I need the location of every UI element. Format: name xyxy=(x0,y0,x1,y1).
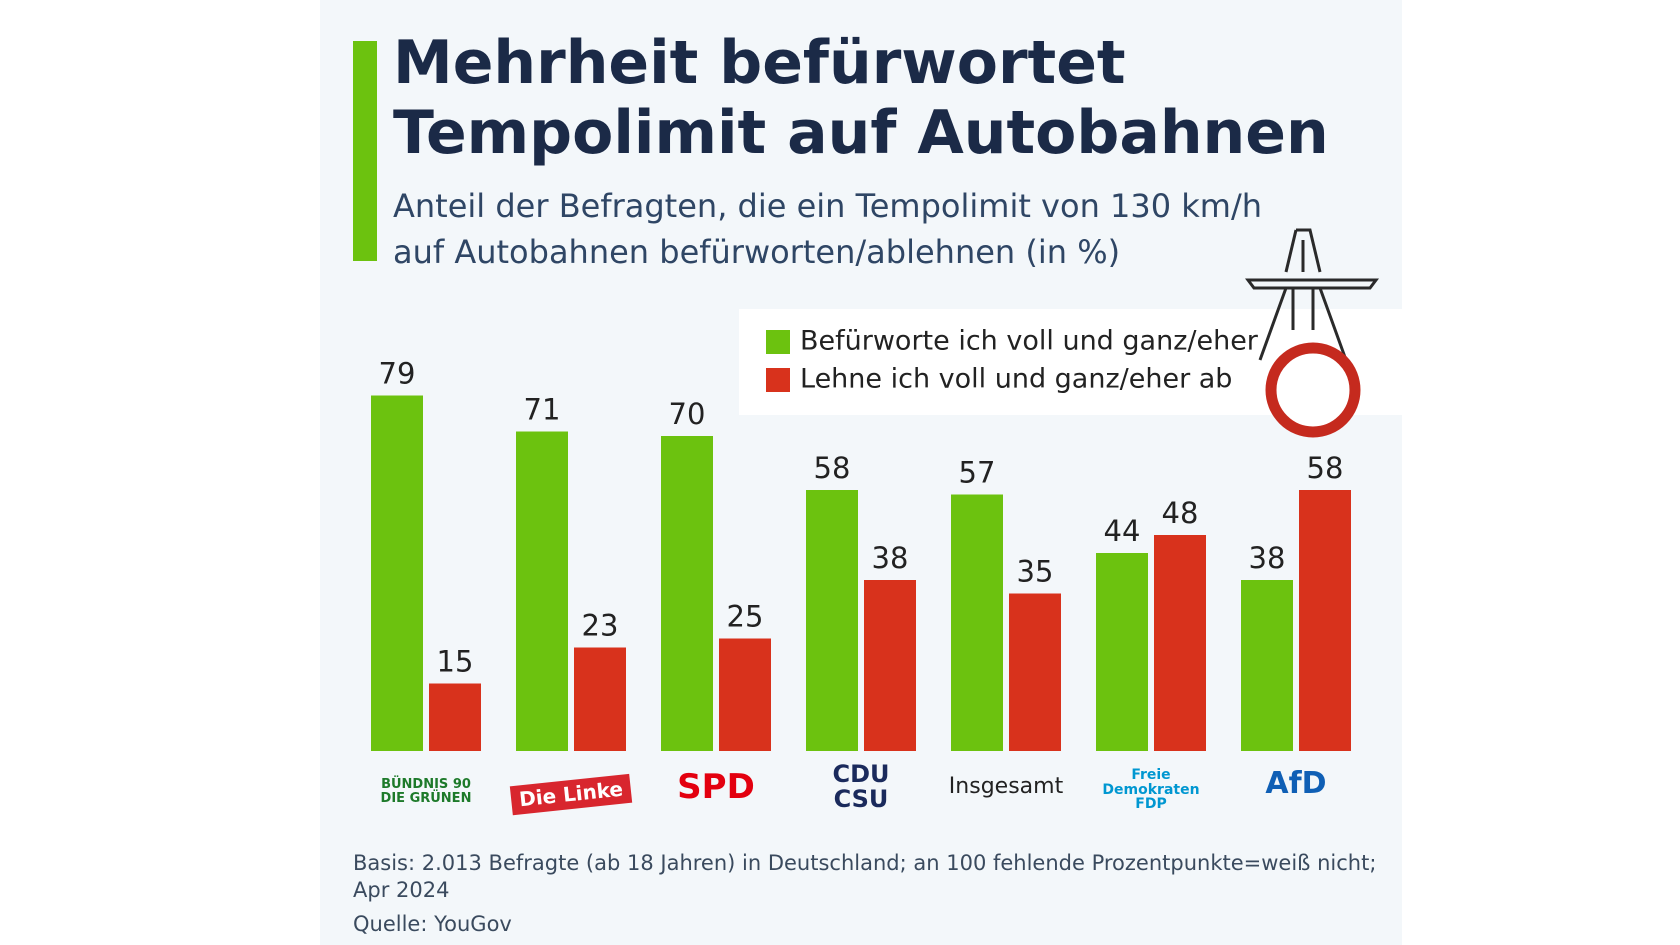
category-label: BÜNDNIS 90 DIE GRÜNEN xyxy=(380,777,472,806)
value-label: 44 xyxy=(1104,514,1141,548)
bar xyxy=(574,647,626,751)
category-label: CDU CSU xyxy=(832,760,890,814)
bar xyxy=(1096,553,1148,751)
chart-subtitle: Anteil der Befragten, die ein Tempolimit… xyxy=(393,187,1263,271)
chart-title: Mehrheit befürwortet Tempolimit auf Auto… xyxy=(393,28,1329,168)
value-label: 58 xyxy=(814,451,851,485)
value-label: 38 xyxy=(1249,541,1286,575)
accent-bar xyxy=(353,41,377,261)
bar xyxy=(661,436,713,751)
legend-label: Befürworte ich voll und ganz/eher xyxy=(800,326,1259,357)
legend-swatch xyxy=(766,330,790,354)
bar xyxy=(719,638,771,751)
bar xyxy=(516,431,568,751)
bar xyxy=(1009,593,1061,751)
category-label: Freie Demokraten FDP xyxy=(1102,767,1200,813)
category-label: AfD xyxy=(1265,766,1327,801)
value-label: 71 xyxy=(524,393,561,427)
road-sign-icon xyxy=(1245,228,1379,438)
value-label: 57 xyxy=(959,456,996,490)
value-label: 23 xyxy=(582,609,619,643)
category-label: SPD xyxy=(677,767,755,807)
value-label: 79 xyxy=(379,357,416,391)
category-label: Insgesamt xyxy=(948,774,1064,799)
bar xyxy=(1241,580,1293,751)
value-label: 15 xyxy=(437,645,474,679)
bar xyxy=(864,580,916,751)
legend-label: Lehne ich voll und ganz/eher ab xyxy=(800,364,1232,395)
bar xyxy=(1299,490,1351,751)
source: Quelle: YouGov xyxy=(353,912,512,936)
bar xyxy=(429,683,481,751)
legend-swatch xyxy=(766,368,790,392)
value-label: 58 xyxy=(1307,451,1344,485)
value-label: 70 xyxy=(669,397,706,431)
bar xyxy=(371,395,423,751)
value-label: 38 xyxy=(872,541,909,575)
value-label: 35 xyxy=(1017,555,1054,589)
card xyxy=(320,0,1402,945)
bar xyxy=(1154,535,1206,751)
value-label: 25 xyxy=(727,600,764,634)
bar xyxy=(806,490,858,751)
bar xyxy=(951,494,1003,751)
value-label: 48 xyxy=(1162,496,1199,530)
footnote: Basis: 2.013 Befragte (ab 18 Jahren) in … xyxy=(353,851,1377,902)
